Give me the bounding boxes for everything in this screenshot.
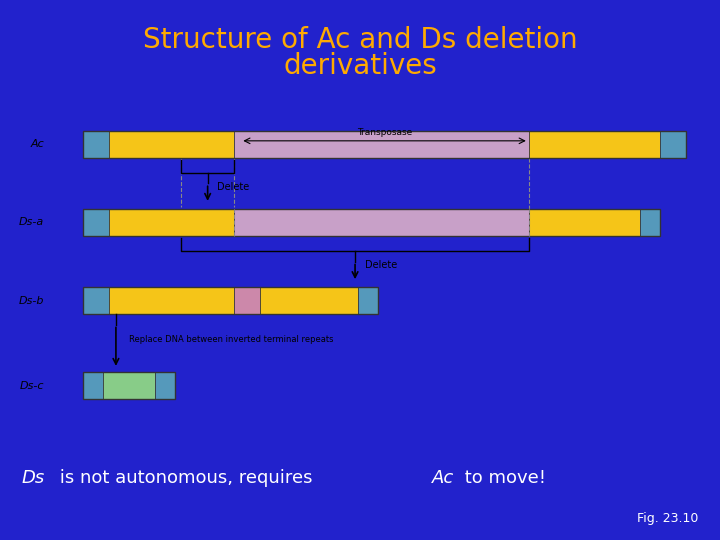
Bar (84, 209, 660, 236)
Bar (109, 131, 234, 158)
Text: Transposase: Transposase (357, 129, 412, 137)
Text: is not autonomous, requires: is not autonomous, requires (54, 469, 318, 487)
Bar (260, 287, 359, 314)
Text: Ds: Ds (22, 469, 45, 487)
Text: Ds-c: Ds-c (19, 381, 44, 391)
Bar (156, 372, 175, 400)
Text: to move!: to move! (459, 469, 546, 487)
Text: Ac: Ac (432, 469, 454, 487)
Bar (109, 287, 234, 314)
Bar (359, 287, 378, 314)
Bar (84, 287, 378, 314)
Text: Structure of Ac and Ds deletion: Structure of Ac and Ds deletion (143, 26, 577, 55)
Text: derivatives: derivatives (283, 52, 437, 80)
Text: Replace DNA between inverted terminal repeats: Replace DNA between inverted terminal re… (129, 335, 333, 345)
Bar (234, 209, 528, 236)
Bar (103, 372, 156, 400)
Bar (84, 131, 686, 158)
Text: Ac: Ac (30, 139, 44, 149)
Text: Ds-b: Ds-b (18, 296, 44, 306)
Bar (84, 372, 175, 400)
Bar (640, 209, 660, 236)
Text: Delete: Delete (365, 260, 397, 270)
Text: Delete: Delete (217, 182, 250, 192)
Text: Ds-a: Ds-a (19, 218, 44, 227)
Text: Fig. 23.10: Fig. 23.10 (637, 512, 698, 525)
Bar (84, 372, 103, 400)
Bar (109, 209, 234, 236)
Bar (528, 209, 640, 236)
Bar (84, 209, 109, 236)
Bar (234, 287, 260, 314)
Bar (234, 131, 528, 158)
Bar (84, 131, 109, 158)
Bar (660, 131, 686, 158)
Bar (528, 131, 660, 158)
Bar (84, 287, 109, 314)
